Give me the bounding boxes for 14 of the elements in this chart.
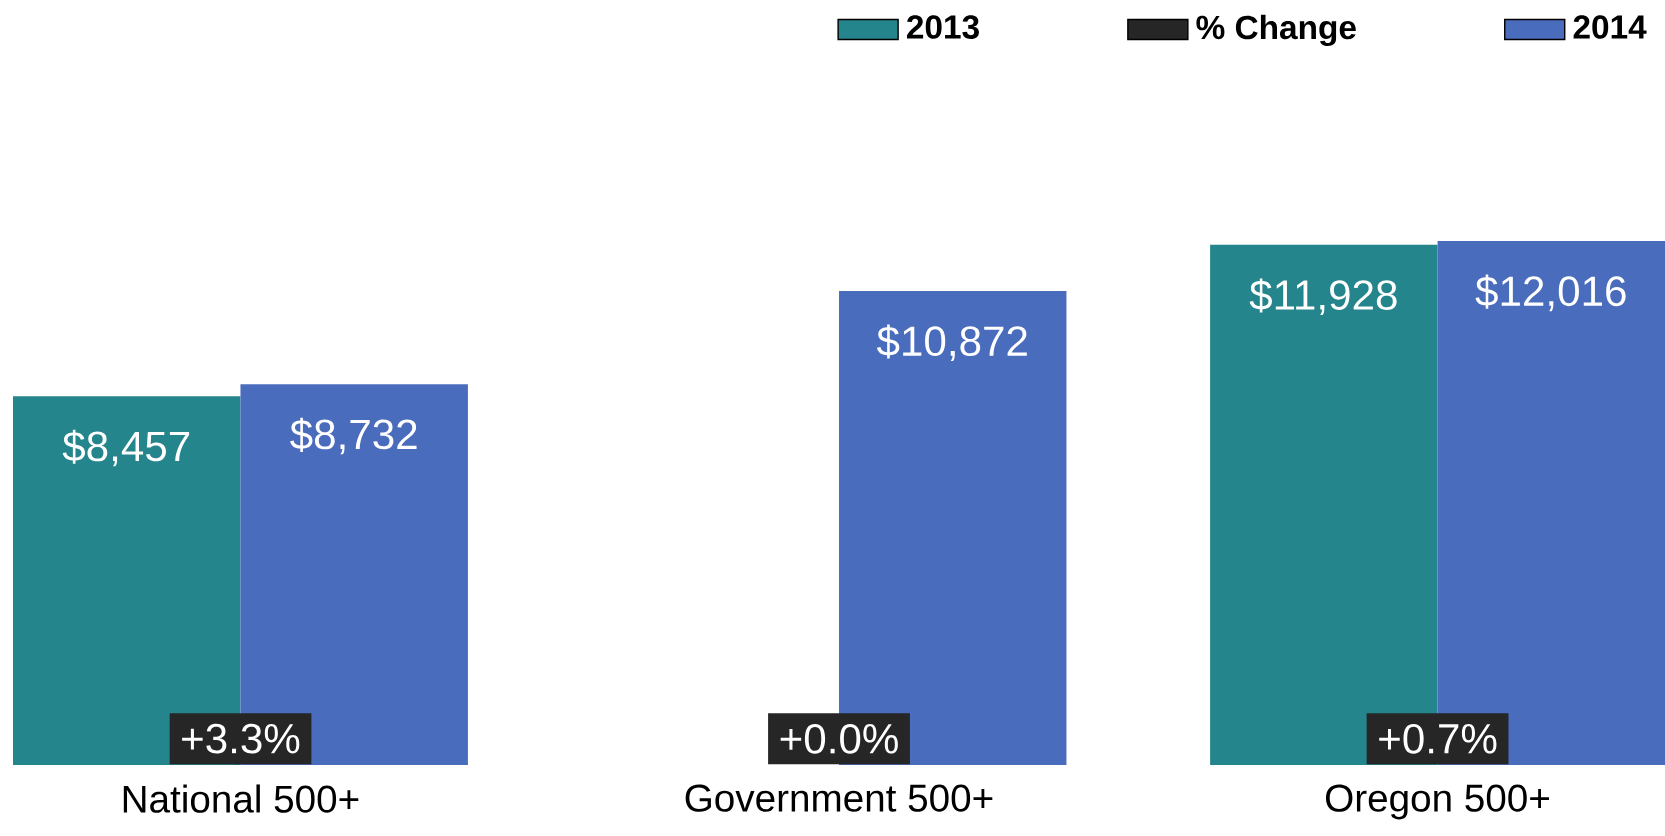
data-label: $11,928 [1249, 278, 1397, 315]
legend-label: 2013 [907, 15, 979, 39]
legend-label: 2014 [1573, 15, 1647, 39]
data-label: +0.7% [1379, 723, 1497, 754]
x-tick-label: Oregon 500+ [1326, 784, 1549, 820]
data-label: +0.0% [780, 723, 898, 754]
data-label: +3.3% [182, 723, 300, 754]
data-label: $12,016 [1475, 274, 1626, 312]
data-label: $8,732 [290, 417, 417, 455]
legend-label: % Change [1196, 14, 1356, 47]
x-tick-label: Government 500+ [685, 784, 993, 812]
data-label: $10,872 [876, 324, 1027, 362]
x-tick-label: National 500+ [123, 784, 359, 813]
data-label: $8,457 [62, 429, 190, 467]
